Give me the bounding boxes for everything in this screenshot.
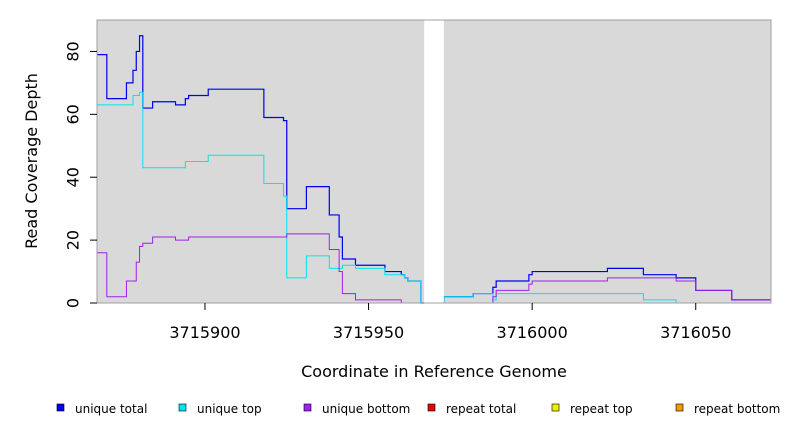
series-line-unique-top-right [443, 293, 771, 304]
series-line-unique-top-left [97, 91, 425, 304]
gap-layer [424, 19, 444, 304]
y-tick-label: 60 [64, 104, 83, 124]
series-line-unique-total-left [97, 35, 425, 304]
legend-swatch [303, 403, 312, 412]
x-tick-label: 3716000 [497, 323, 568, 342]
legend-label: repeat top [570, 402, 633, 416]
x-tick-label: 3716050 [660, 323, 731, 342]
legend-label: unique top [197, 402, 262, 416]
legend-label: repeat bottom [694, 402, 780, 416]
plot-frame [96, 19, 772, 304]
y-axis-title: Read Coverage Depth [22, 73, 41, 249]
x-tick-label: 3715900 [169, 323, 240, 342]
legend-item-repeat-total: repeat total [427, 402, 516, 416]
legend-label: repeat total [446, 402, 516, 416]
plot-border [96, 19, 772, 304]
sequence-gap [424, 19, 444, 304]
y-tick-label: 80 [64, 41, 83, 61]
x-axis-title: Coordinate in Reference Genome [301, 362, 567, 381]
legend-item-unique-top: unique top [178, 402, 262, 416]
legend-swatch [56, 403, 65, 412]
x-tick-label: 3715950 [333, 323, 404, 342]
legend-item-repeat-top: repeat top [551, 402, 633, 416]
legend-swatch [178, 403, 187, 412]
legend-label: unique bottom [322, 402, 410, 416]
y-tick-label: 0 [64, 298, 83, 308]
x-axis: 3715900 3715950 3716000 3716050 [169, 303, 731, 342]
series-line-unique-bottom-left [97, 233, 425, 304]
y-axis: 0 20 40 60 80 [64, 41, 97, 308]
legend-label: unique total [75, 402, 147, 416]
legend-item-unique-total: unique total [56, 402, 147, 416]
legend-swatch [427, 403, 436, 412]
y-tick-label: 40 [64, 167, 83, 187]
legend: unique total unique top unique bottom repea… [56, 402, 780, 416]
legend-item-unique-bottom: unique bottom [303, 402, 410, 416]
legend-swatch [551, 403, 560, 412]
y-tick-label: 20 [64, 230, 83, 250]
legend-item-repeat-bottom: repeat bottom [675, 402, 780, 416]
series-line-unique-bottom-right [443, 277, 771, 304]
legend-swatch [675, 403, 684, 412]
